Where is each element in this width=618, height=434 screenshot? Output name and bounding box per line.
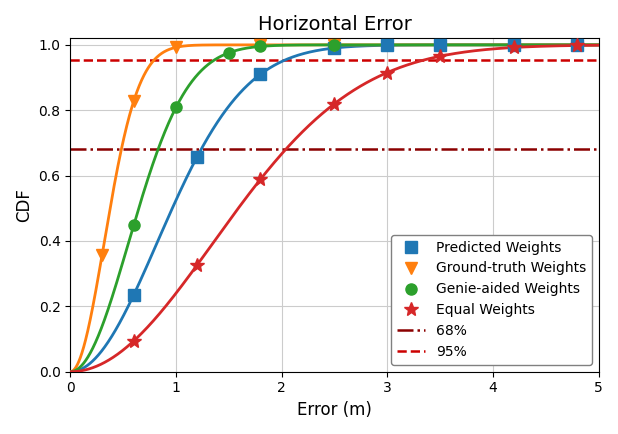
Line: Predicted Weights: Predicted Weights — [128, 39, 583, 300]
Ground-truth Weights — [130, 99, 137, 104]
Predicted Weights — [256, 72, 264, 77]
Y-axis label: CDF: CDF — [15, 188, 33, 222]
Genie-aided Weights — [130, 223, 137, 228]
95% — [172, 57, 180, 62]
Predicted Weights — [384, 43, 391, 48]
Ground-truth Weights — [331, 42, 338, 47]
Equal Weights — [510, 45, 518, 50]
Genie-aided Weights — [172, 105, 180, 110]
Ground-truth Weights — [256, 42, 264, 47]
Equal Weights — [574, 43, 581, 48]
Legend: Predicted Weights, Ground-truth Weights, Genie-aided Weights, Equal Weights, 68%: Predicted Weights, Ground-truth Weights,… — [391, 235, 591, 365]
Equal Weights — [130, 339, 137, 344]
X-axis label: Error (m): Error (m) — [297, 401, 372, 419]
Ground-truth Weights — [98, 253, 106, 258]
68% — [67, 146, 74, 151]
Line: Genie-aided Weights: Genie-aided Weights — [128, 39, 340, 231]
Line: Ground-truth Weights: Ground-truth Weights — [96, 39, 340, 261]
Predicted Weights — [574, 42, 581, 47]
95% — [67, 57, 74, 62]
Genie-aided Weights — [331, 42, 338, 47]
Predicted Weights — [331, 46, 338, 51]
Predicted Weights — [510, 42, 518, 47]
Equal Weights — [193, 263, 201, 268]
Genie-aided Weights — [256, 44, 264, 49]
Predicted Weights — [436, 42, 444, 47]
Equal Weights — [256, 177, 264, 182]
Ground-truth Weights — [172, 45, 180, 50]
68% — [172, 146, 180, 151]
Title: Horizontal Error: Horizontal Error — [258, 15, 412, 34]
Equal Weights — [384, 70, 391, 75]
Genie-aided Weights — [225, 50, 232, 56]
Predicted Weights — [193, 155, 201, 160]
Equal Weights — [436, 54, 444, 59]
Line: Equal Weights: Equal Weights — [127, 39, 585, 348]
Predicted Weights — [130, 293, 137, 298]
Equal Weights — [331, 101, 338, 106]
